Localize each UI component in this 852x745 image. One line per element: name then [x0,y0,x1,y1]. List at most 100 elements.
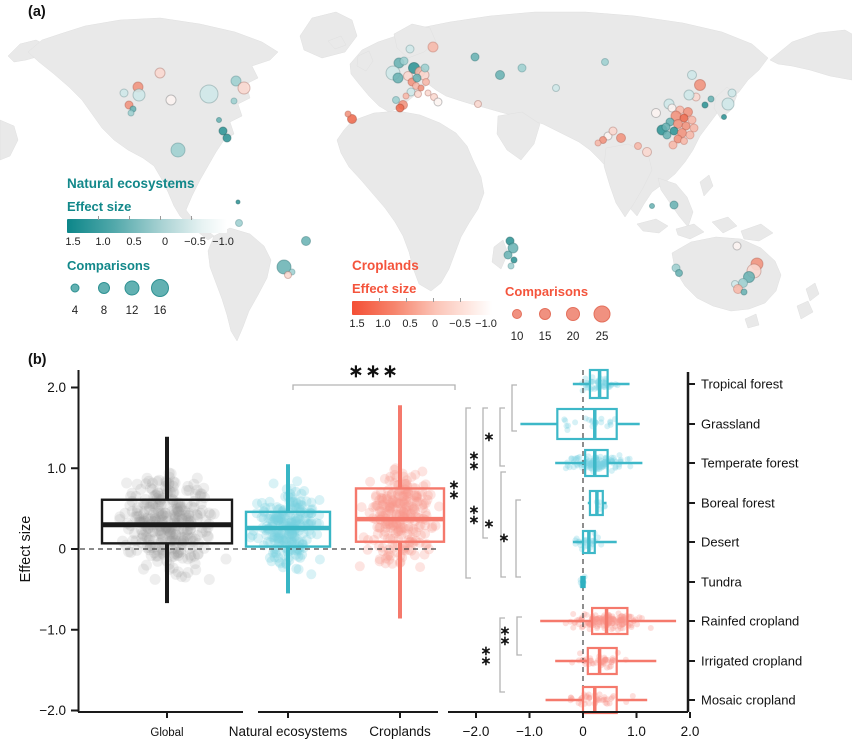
jitter-point [297,537,308,548]
jitter-point [382,519,393,530]
jitter-point [586,458,592,465]
jitter-point [378,493,389,504]
jitter-point [607,418,614,425]
jitter-point [301,534,312,545]
jitter-point [268,532,279,543]
jitter-point [394,519,405,530]
jitter-point [394,491,404,502]
significance-bracket [499,617,505,693]
jitter-point [274,556,285,567]
jitter-point [141,559,152,571]
jitter-point [292,545,303,556]
jitter-point [593,659,600,666]
map-dot [743,271,755,283]
jitter-point [593,618,600,625]
jitter-point [172,550,184,562]
map-dot [422,78,430,86]
jitter-point [314,554,325,565]
jitter-point [420,479,431,490]
jitter-point [593,616,600,623]
jitter-point [573,535,580,542]
jitter-point [149,498,161,510]
jitter-point [125,546,137,558]
jitter-point [386,497,397,508]
map-dot [427,41,439,53]
jitter-point [610,693,617,699]
map-dot [668,140,678,150]
jitter-point [167,562,179,574]
jitter-point [301,496,312,507]
jitter-point [296,488,307,499]
jitter-point [273,552,284,563]
jitter-point [292,476,303,487]
jitter-point [173,547,184,559]
map-dot [474,100,482,108]
comparison-circle [70,283,80,293]
map-dot [733,284,743,294]
comparison-circle [151,279,169,297]
jitter-point [289,528,300,539]
jitter-point [626,455,633,462]
jitter-point [182,480,194,492]
jitter-point [166,505,178,517]
jitter-point [417,466,428,477]
jitter-point [595,461,602,468]
map-dot [680,137,688,145]
map-dot [721,97,735,111]
jitter-point [278,535,289,545]
jitter-point [141,532,153,544]
jitter-point [172,566,184,578]
jitter-point [616,617,623,624]
jitter-point [391,497,402,508]
jitter-point [413,496,424,507]
cropland-comparisons-circles [512,305,611,323]
jitter-point [182,553,194,565]
jitter-point [609,616,616,623]
map-dot [237,81,251,95]
jitter-point [176,571,188,583]
jitter-point [129,511,141,523]
jitter-point [380,526,391,537]
jitter-point [376,492,387,503]
jitter-point [157,532,168,544]
map-dot [707,95,715,103]
jitter-point [293,513,304,523]
jitter-point [399,478,410,489]
jitter-point [300,512,311,523]
jitter-point [148,547,160,559]
jitter-point [150,489,162,501]
map-dot [414,90,422,98]
jitter-point [599,619,605,626]
jitter-point [608,454,615,461]
scale-tick-label: 1.0 [95,236,111,248]
jitter-point [384,501,395,512]
map-dot [503,250,513,260]
jitter-point [292,513,303,524]
jitter-point [379,529,390,540]
jitter-point [273,532,284,543]
map-dot [634,142,642,150]
jitter-point [565,422,572,429]
jitter-point [399,499,410,510]
jitter-point [377,493,388,504]
map-dot [218,126,228,136]
map-dot [510,256,518,264]
jitter-point [619,621,625,628]
jitter-point [617,616,624,623]
jitter-point [298,528,309,539]
significance-stars: ∗ [499,530,510,545]
jitter-point [399,494,410,505]
jitter-point [397,522,408,533]
map-dot [395,103,405,113]
jitter-point [397,491,408,502]
map-dot [740,288,748,296]
jitter-point [401,501,412,512]
jitter-point [573,455,580,461]
jitter-point [396,529,407,540]
jitter-point [149,526,161,538]
map-dot [230,75,242,87]
jitter-point [290,516,301,527]
jitter-point [601,459,608,465]
jitter-point [181,529,193,541]
jitter-point [379,473,390,484]
